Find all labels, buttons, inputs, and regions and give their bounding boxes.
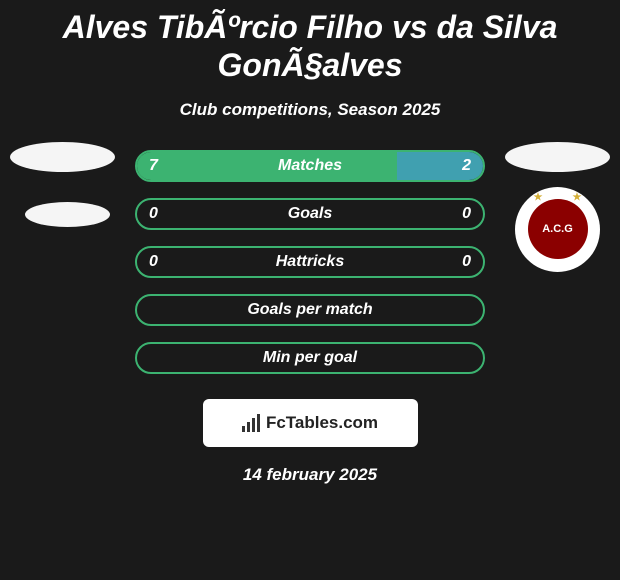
stat-label: Matches bbox=[137, 157, 483, 175]
player-left-badge-1 bbox=[10, 142, 115, 172]
left-player-badges bbox=[10, 142, 115, 227]
stat-label: Goals per match bbox=[137, 301, 483, 319]
brand-box: FcTables.com bbox=[203, 399, 418, 447]
infographic-container: Alves TibÃºrcio Filho vs da Silva GonÃ§a… bbox=[0, 0, 620, 485]
brand-text: FcTables.com bbox=[266, 413, 378, 433]
brand-icon-bar bbox=[257, 414, 260, 432]
stat-row: 0Hattricks0 bbox=[135, 246, 485, 278]
right-player-badges: A.C.G bbox=[505, 142, 610, 272]
player-left-badge-2 bbox=[25, 202, 110, 227]
stats-area: A.C.G 7Matches20Goals00Hattricks0Goals p… bbox=[0, 150, 620, 374]
stat-label: Min per goal bbox=[137, 349, 483, 367]
stat-label: Hattricks bbox=[137, 253, 483, 271]
stat-value-right: 2 bbox=[462, 157, 471, 175]
stat-row: 7Matches2 bbox=[135, 150, 485, 182]
stat-row: Min per goal bbox=[135, 342, 485, 374]
brand-icon-bar bbox=[247, 422, 250, 432]
stat-row: 0Goals0 bbox=[135, 198, 485, 230]
player-right-badge-1 bbox=[505, 142, 610, 172]
subtitle: Club competitions, Season 2025 bbox=[0, 100, 620, 120]
club-logo-text: A.C.G bbox=[528, 199, 588, 259]
brand-icon-bar bbox=[252, 418, 255, 432]
stat-row: Goals per match bbox=[135, 294, 485, 326]
club-logo-acg: A.C.G bbox=[515, 187, 600, 272]
brand-icon-bar bbox=[242, 426, 245, 432]
stat-value-right: 0 bbox=[462, 205, 471, 223]
date-text: 14 february 2025 bbox=[0, 465, 620, 485]
brand-chart-icon bbox=[242, 414, 260, 432]
page-title: Alves TibÃºrcio Filho vs da Silva GonÃ§a… bbox=[0, 0, 620, 90]
stat-bars: 7Matches20Goals00Hattricks0Goals per mat… bbox=[135, 150, 485, 374]
stat-value-right: 0 bbox=[462, 253, 471, 271]
stat-label: Goals bbox=[137, 205, 483, 223]
